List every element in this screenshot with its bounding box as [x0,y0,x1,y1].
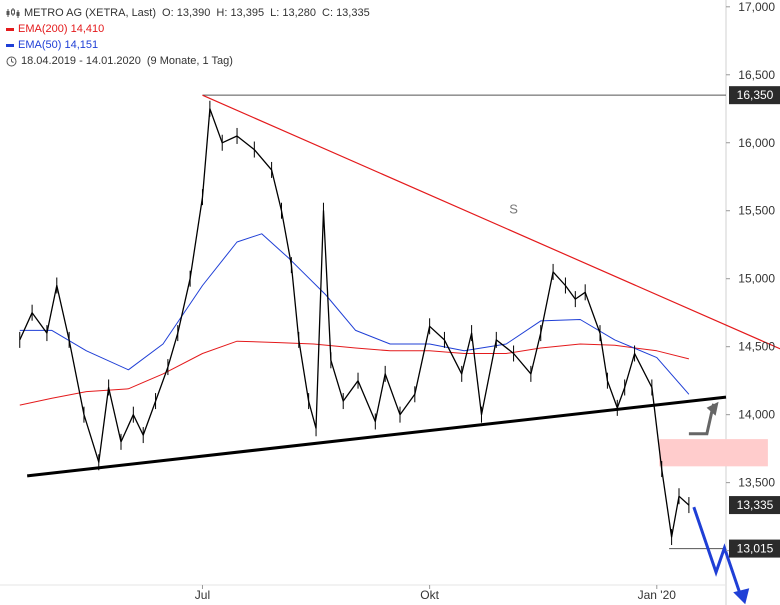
ema200-value: 14,410 [70,23,105,35]
resistance-zone [659,439,768,467]
legend-title-row: METRO AG (XETRA, Last) O: 13,390 H: 13,3… [6,5,370,21]
y-tick-label: 16,000 [738,136,775,150]
y-tick-label: 13,500 [738,476,775,490]
down-arrow [692,506,742,595]
up-arrow [688,403,716,436]
x-tick-label: Jan '20 [638,588,677,602]
ohlc-open-value: 13,390 [176,7,211,19]
ema50-swatch [6,43,14,47]
chart-legend: METRO AG (XETRA, Last) O: 13,390 H: 13,3… [6,5,370,69]
y-tick-label: 17,000 [738,0,775,14]
y-tick-label: 15,000 [738,272,775,286]
ohlc-high-value: 13,395 [230,7,265,19]
y-tick-label: 16,500 [738,68,775,82]
price-line [19,108,690,538]
up-arrow-head [706,401,719,416]
ohlc-close-value: 13,335 [336,7,370,19]
period: (9 Monate, 1 Tag) [146,55,233,67]
date-range: 18.04.2019 - 14.01.2020 [21,55,141,67]
y-axis: 13,00013,50014,00014,50015,00015,50016,0… [726,0,780,558]
price-tag [729,539,780,558]
ohlc-open-label: O: [162,7,174,19]
x-axis: Jul Okt Jan '20 [195,585,676,602]
price-tag [729,86,780,105]
legend-title: METRO AG (XETRA, Last) [24,7,157,19]
price-tag-label: 13,015 [737,542,774,556]
series-line-ema50 [19,233,690,395]
support-line [26,395,727,478]
ema200-swatch [6,27,14,31]
downtrend-line [202,94,780,350]
price-tag-label: 16,350 [737,88,774,102]
candlestick-icon [6,8,20,18]
ohlc-close-label: C: [322,7,333,19]
y-tick-label: 14,500 [738,340,775,354]
clock-icon [6,56,17,66]
ohlc-low-label: L: [270,7,280,19]
ema50-name: EMA(50) [18,39,62,51]
ema50-value: 14,151 [64,39,99,51]
y-tick-label: 15,500 [738,204,775,218]
chart-lines: S [19,94,780,605]
legend-ema50-row: EMA(50) 14,151 [6,37,370,53]
down-arrow-head [733,588,750,605]
shoulder-marker: S [509,201,518,216]
legend-ema200-row: EMA(200) 14,410 [6,21,370,37]
ohlc-low-value: 13,280 [282,7,316,19]
ohlc-high-label: H: [216,7,228,19]
ema200-name: EMA(200) [18,23,68,35]
series-line-ema200 [19,340,690,406]
legend-range-row: 18.04.2019 - 14.01.2020 (9 Monate, 1 Tag… [6,53,370,69]
x-tick-label: Okt [420,588,439,602]
price-tag [729,496,780,515]
x-tick-label: Jul [195,588,210,602]
price-tag-label: 13,335 [737,498,774,512]
y-tick-label: 14,000 [738,408,775,422]
